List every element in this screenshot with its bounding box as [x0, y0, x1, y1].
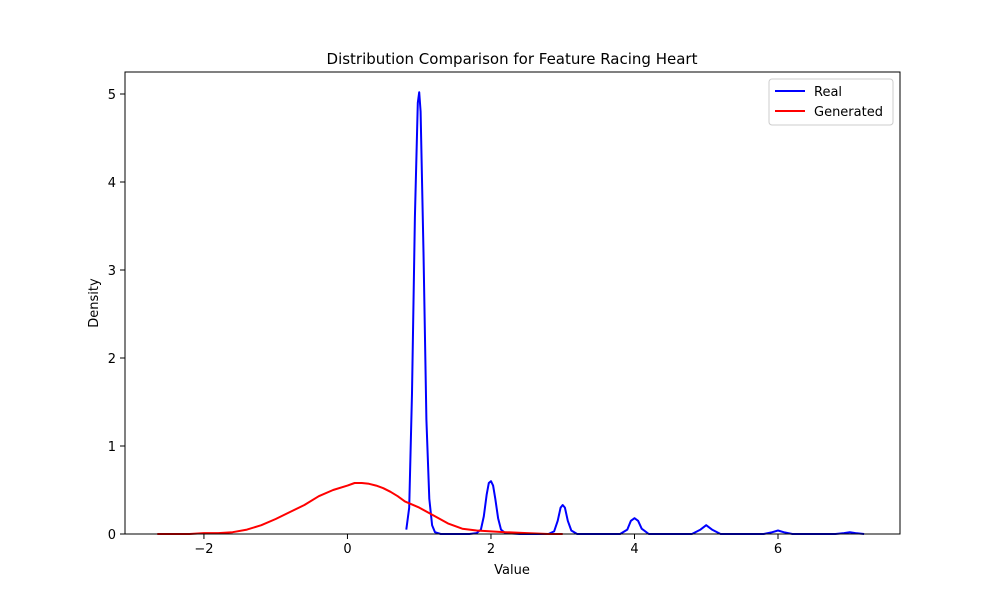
x-tick-label: 4: [630, 542, 638, 557]
y-axis-label: Density: [87, 278, 102, 328]
x-tick-label: 2: [487, 542, 495, 557]
y-tick-label: 2: [108, 352, 116, 367]
x-tick-label: −2: [194, 542, 213, 557]
y-tick-label: 5: [108, 88, 116, 103]
x-tick-label: 0: [343, 542, 351, 557]
x-tick-label: 6: [774, 542, 782, 557]
y-tick-label: 3: [108, 264, 116, 279]
legend-label-real: Real: [814, 85, 842, 100]
x-axis: −2 0 2 4 6: [194, 534, 782, 557]
x-axis-label: Value: [494, 563, 530, 578]
chart-title: Distribution Comparison for Feature Raci…: [327, 50, 698, 68]
y-axis: 0 1 2 3 4 5: [108, 88, 125, 543]
y-tick-label: 1: [108, 440, 116, 455]
y-tick-label: 4: [108, 176, 116, 191]
y-tick-label: 0: [108, 528, 116, 543]
plot-frame: [124, 71, 901, 535]
legend: Real Generated: [768, 78, 894, 126]
series-line-generated: [157, 482, 563, 535]
legend-label-generated: Generated: [814, 105, 883, 120]
